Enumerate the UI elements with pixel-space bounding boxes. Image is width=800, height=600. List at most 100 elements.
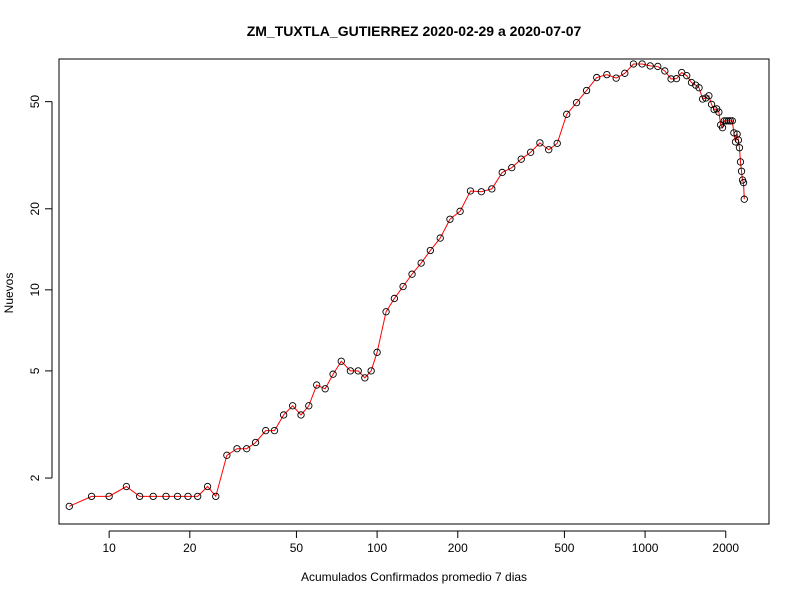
data-point <box>184 492 192 501</box>
y-tick-label: 10 <box>28 283 42 297</box>
data-point <box>715 108 723 116</box>
data-point <box>337 357 345 365</box>
data-point <box>739 179 748 187</box>
data-point <box>629 60 638 68</box>
data-point <box>699 95 707 103</box>
data-point <box>149 492 157 501</box>
data-point <box>466 187 475 195</box>
data-point <box>399 282 407 291</box>
data-point <box>553 139 561 148</box>
data-point <box>382 308 390 316</box>
y-tick-label: 2 <box>28 474 42 481</box>
data-point <box>621 69 629 77</box>
data-point <box>203 482 212 491</box>
data-point <box>722 117 730 125</box>
data-point <box>373 348 381 356</box>
data-point <box>646 62 654 70</box>
y-axis-label: Nuevos <box>2 273 16 314</box>
data-point <box>672 75 681 83</box>
data-point <box>361 374 369 382</box>
data-point <box>233 445 241 453</box>
series-1 <box>65 60 748 510</box>
data-point <box>289 402 297 410</box>
axes: 10 20 50 100 200 500 1000 2000 2 5 10 20 50 <box>28 95 739 555</box>
data-point <box>661 67 669 75</box>
y-tick-label: 5 <box>28 367 42 374</box>
chart-title: ZM_TUXTLA_GUTIERREZ 2020-02-29 a 2020-07… <box>247 23 582 39</box>
data-point <box>446 215 454 223</box>
data-point <box>687 78 696 87</box>
data-point <box>517 155 525 163</box>
data-point <box>346 367 355 375</box>
x-tick-label: 500 <box>554 541 574 555</box>
data-point <box>563 110 571 118</box>
data-point <box>638 60 646 68</box>
data-point <box>498 168 506 177</box>
data-point <box>212 492 220 501</box>
x-tick-label: 100 <box>367 541 387 555</box>
data-point <box>740 195 748 203</box>
data-point <box>262 426 270 435</box>
data-point <box>354 367 362 375</box>
data-point <box>173 492 182 501</box>
data-point <box>695 84 703 92</box>
data-point <box>718 124 727 132</box>
data-point <box>612 74 620 82</box>
data-point <box>367 367 375 375</box>
data-point <box>654 62 662 71</box>
x-tick-label: 1000 <box>632 541 659 555</box>
y-tick-label: 20 <box>28 202 42 216</box>
data-point <box>488 185 496 193</box>
data-point <box>683 72 691 80</box>
data-point <box>270 426 279 435</box>
data-point <box>122 482 131 491</box>
data-point <box>194 492 202 501</box>
data-point <box>408 270 416 278</box>
data-point <box>105 492 113 501</box>
data-point <box>667 75 675 83</box>
data-point <box>305 402 313 410</box>
data-point <box>390 294 399 303</box>
data-point <box>329 370 337 378</box>
data-point <box>313 381 321 389</box>
data-point <box>737 167 746 175</box>
data-point <box>736 158 745 166</box>
x-tick-label: 200 <box>448 541 468 555</box>
data-point <box>730 129 738 137</box>
data-point <box>297 411 305 419</box>
data-point <box>436 234 444 242</box>
data-point <box>65 502 73 510</box>
series-line <box>69 63 745 507</box>
data-point <box>593 73 601 82</box>
data-point <box>536 139 544 147</box>
data-point <box>726 117 734 125</box>
x-axis-label: Acumulados Confirmados promedio 7 dias <box>301 570 527 584</box>
x-tick-label: 10 <box>102 541 116 555</box>
data-point <box>456 207 464 215</box>
x-tick-label: 2000 <box>712 541 739 555</box>
data-point <box>251 438 260 447</box>
data-point <box>724 117 732 125</box>
data-point <box>508 164 516 172</box>
data-point <box>426 246 434 255</box>
x-tick-label: 20 <box>183 541 197 555</box>
data-point <box>572 99 581 107</box>
y-tick-label: 50 <box>28 95 42 109</box>
data-point <box>477 188 486 196</box>
data-point <box>728 117 736 125</box>
data-point <box>87 492 96 501</box>
x-tick-label: 50 <box>290 541 304 555</box>
data-point <box>545 146 553 154</box>
data-point <box>526 148 535 156</box>
data-point <box>321 385 329 393</box>
data-point <box>582 86 591 95</box>
data-point <box>243 445 251 453</box>
plot-frame <box>58 58 770 525</box>
data-point <box>280 411 288 419</box>
data-point <box>734 136 743 144</box>
data-point <box>705 92 713 100</box>
data-point <box>603 70 611 79</box>
data-point <box>735 144 744 152</box>
